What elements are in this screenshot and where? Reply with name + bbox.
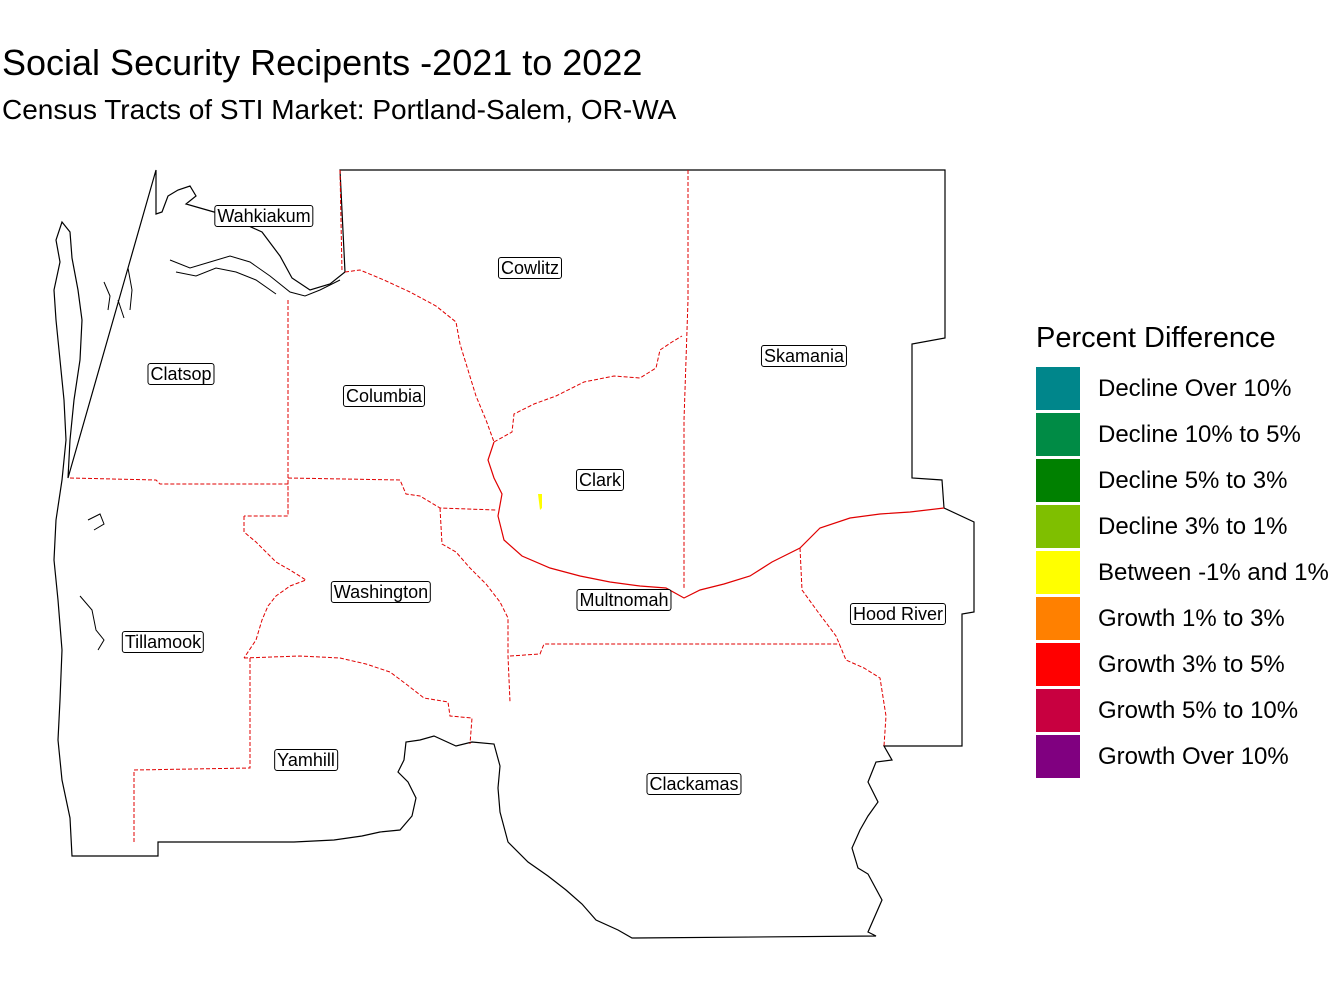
- legend-swatch: [1036, 689, 1080, 732]
- legend: Percent Difference Decline Over 10% Decli…: [1036, 322, 1329, 781]
- map-subtitle: Census Tracts of STI Market: Portland-Sa…: [2, 94, 677, 125]
- legend-label: Between -1% and 1%: [1098, 559, 1329, 586]
- legend-label: Decline 10% to 5%: [1098, 421, 1301, 448]
- legend-swatch: [1036, 413, 1080, 456]
- legend-label: Growth 1% to 3%: [1098, 605, 1285, 632]
- legend-label: Decline Over 10%: [1098, 375, 1292, 402]
- boundary-multnomah-hoodriver: [799, 547, 887, 747]
- legend-swatch: [1036, 597, 1080, 640]
- legend-swatch: [1036, 735, 1080, 778]
- boundary-multnomah-clackamas: [509, 643, 840, 657]
- boundary-yamhill-west: [133, 658, 251, 842]
- label-clackamas: Clackamas: [646, 773, 742, 795]
- boundary-cowlitz-skamania: [683, 170, 689, 588]
- legend-item: Growth 3% to 5%: [1036, 643, 1285, 689]
- legend-swatch: [1036, 551, 1080, 594]
- label-cowlitz: Cowlitz: [497, 257, 563, 279]
- legend-label: Decline 3% to 1%: [1098, 513, 1288, 540]
- legend-item: Growth 5% to 10%: [1036, 689, 1298, 735]
- label-hood-river: Hood River: [849, 603, 947, 625]
- boundary-clark-north: [493, 335, 683, 443]
- legend-item: Between -1% and 1%: [1036, 551, 1329, 597]
- legend-label: Growth 5% to 10%: [1098, 697, 1299, 724]
- label-wahkiakum: Wahkiakum: [214, 205, 314, 227]
- map-title: Social Security Recipents -2021 to 2022: [2, 42, 643, 83]
- legend-label: Growth 3% to 5%: [1098, 651, 1285, 678]
- legend-swatch: [1036, 643, 1080, 686]
- boundary-washington-multnomah: [439, 507, 511, 703]
- legend-item: Growth Over 10%: [1036, 735, 1289, 781]
- legend-swatch: [1036, 505, 1080, 548]
- boundary-clatsop-tillamook: [69, 477, 289, 517]
- legend-label: Decline 5% to 3%: [1098, 467, 1288, 494]
- label-yamhill: Yamhill: [274, 749, 338, 771]
- label-washington: Washington: [330, 581, 432, 603]
- label-clark: Clark: [575, 469, 625, 491]
- boundary-wahkiakum-cowlitz: [339, 169, 343, 273]
- legend-item: Decline 3% to 1%: [1036, 505, 1287, 551]
- legend-label: Growth Over 10%: [1098, 743, 1289, 770]
- legend-item: Growth 1% to 3%: [1036, 597, 1285, 643]
- legend-swatch: [1036, 367, 1080, 410]
- boundary-washington-west: [243, 516, 308, 659]
- label-tillamook: Tillamook: [121, 631, 205, 653]
- legend-item: Decline Over 10%: [1036, 367, 1291, 413]
- boundary-columbia-river-state-line: [487, 441, 945, 599]
- legend-swatch: [1036, 459, 1080, 502]
- boundary-state-line-west: [344, 269, 495, 443]
- label-clatsop: Clatsop: [147, 363, 215, 385]
- legend-item: Decline 10% to 5%: [1036, 413, 1301, 459]
- columbia-river: [79, 255, 341, 651]
- county-boundaries: [69, 169, 887, 842]
- market-outline: [53, 169, 975, 939]
- label-columbia: Columbia: [342, 385, 426, 407]
- legend-item: Decline 5% to 3%: [1036, 459, 1287, 505]
- legend-title: Percent Difference: [1036, 322, 1276, 354]
- label-skamania: Skamania: [760, 345, 848, 367]
- boundary-columbia-washington: [287, 477, 497, 511]
- highlighted-tract: [538, 494, 542, 510]
- label-multnomah: Multnomah: [576, 589, 672, 611]
- boundary-tillamook-yamhill: [243, 655, 473, 745]
